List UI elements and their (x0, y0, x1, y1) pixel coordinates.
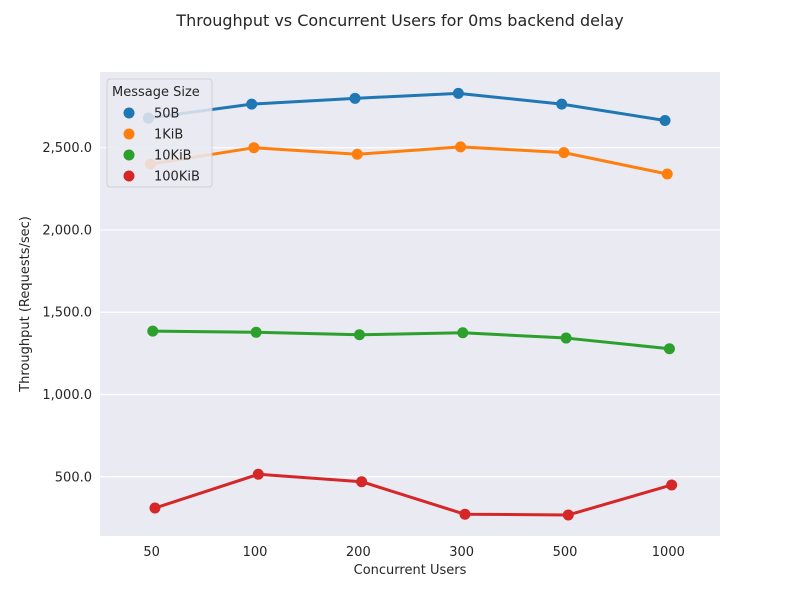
series-line (152, 329, 670, 351)
data-point (556, 98, 568, 110)
data-point (351, 148, 363, 160)
data-point (248, 142, 260, 154)
legend-entry: 10KiB (154, 149, 192, 164)
data-point (659, 115, 671, 127)
legend-marker (123, 128, 135, 140)
series-line (154, 472, 673, 517)
series-100kib (149, 468, 678, 521)
legend-marker (123, 107, 135, 119)
legend: Message Size 50B 1KiB 10KiB 100KiB (106, 78, 213, 188)
legend-entry: 100KiB (154, 170, 200, 185)
x-tick-label: 1000 (652, 545, 685, 560)
gridlines (100, 147, 720, 478)
data-point (661, 168, 673, 180)
y-tick-label: 2,500.0 (42, 141, 92, 156)
data-point (353, 329, 365, 341)
x-tick-label: 50 (143, 545, 160, 560)
data-point (562, 509, 574, 521)
y-tick-label: 2,000.0 (42, 223, 92, 238)
data-point (560, 332, 572, 344)
data-point (452, 87, 464, 99)
x-tick-label: 300 (449, 545, 474, 560)
data-point (149, 502, 161, 514)
series-line (150, 145, 668, 176)
data-point (349, 92, 361, 104)
legend-marker (123, 170, 135, 182)
y-tick-label: 1,500.0 (42, 306, 92, 321)
legend-entry: 50B (154, 107, 179, 122)
legend-title: Message Size (112, 85, 200, 100)
x-tick-label: 100 (243, 545, 268, 560)
x-tick-label: 500 (553, 545, 578, 560)
chart-title: Throughput vs Concurrent Users for 0ms b… (175, 11, 623, 30)
data-point (558, 147, 570, 159)
data-point (356, 476, 368, 488)
series-10kib (147, 325, 675, 355)
legend-marker (123, 149, 135, 161)
x-axis-label: Concurrent Users (354, 563, 467, 578)
data-point (459, 508, 471, 520)
x-tick-label: 200 (346, 545, 371, 560)
data-point (252, 468, 264, 480)
data-point (666, 479, 678, 491)
y-tick-label: 500.0 (55, 470, 92, 485)
data-point (246, 98, 258, 110)
data-point (455, 141, 467, 153)
data-point (147, 325, 159, 337)
y-axis: 500.0 1,000.0 1,500.0 2,000.0 2,500.0 (42, 141, 92, 485)
data-point (663, 343, 675, 355)
y-tick-label: 1,000.0 (42, 388, 92, 403)
series-layer (142, 87, 678, 521)
data-point (457, 327, 469, 339)
series-line (148, 91, 666, 123)
legend-box (106, 78, 213, 188)
data-point (250, 326, 262, 338)
y-axis-label: Throughput (Requests/sec) (18, 216, 33, 393)
x-axis: 50 100 200 300 500 1000 (143, 545, 684, 560)
legend-entry: 1KiB (154, 128, 183, 143)
